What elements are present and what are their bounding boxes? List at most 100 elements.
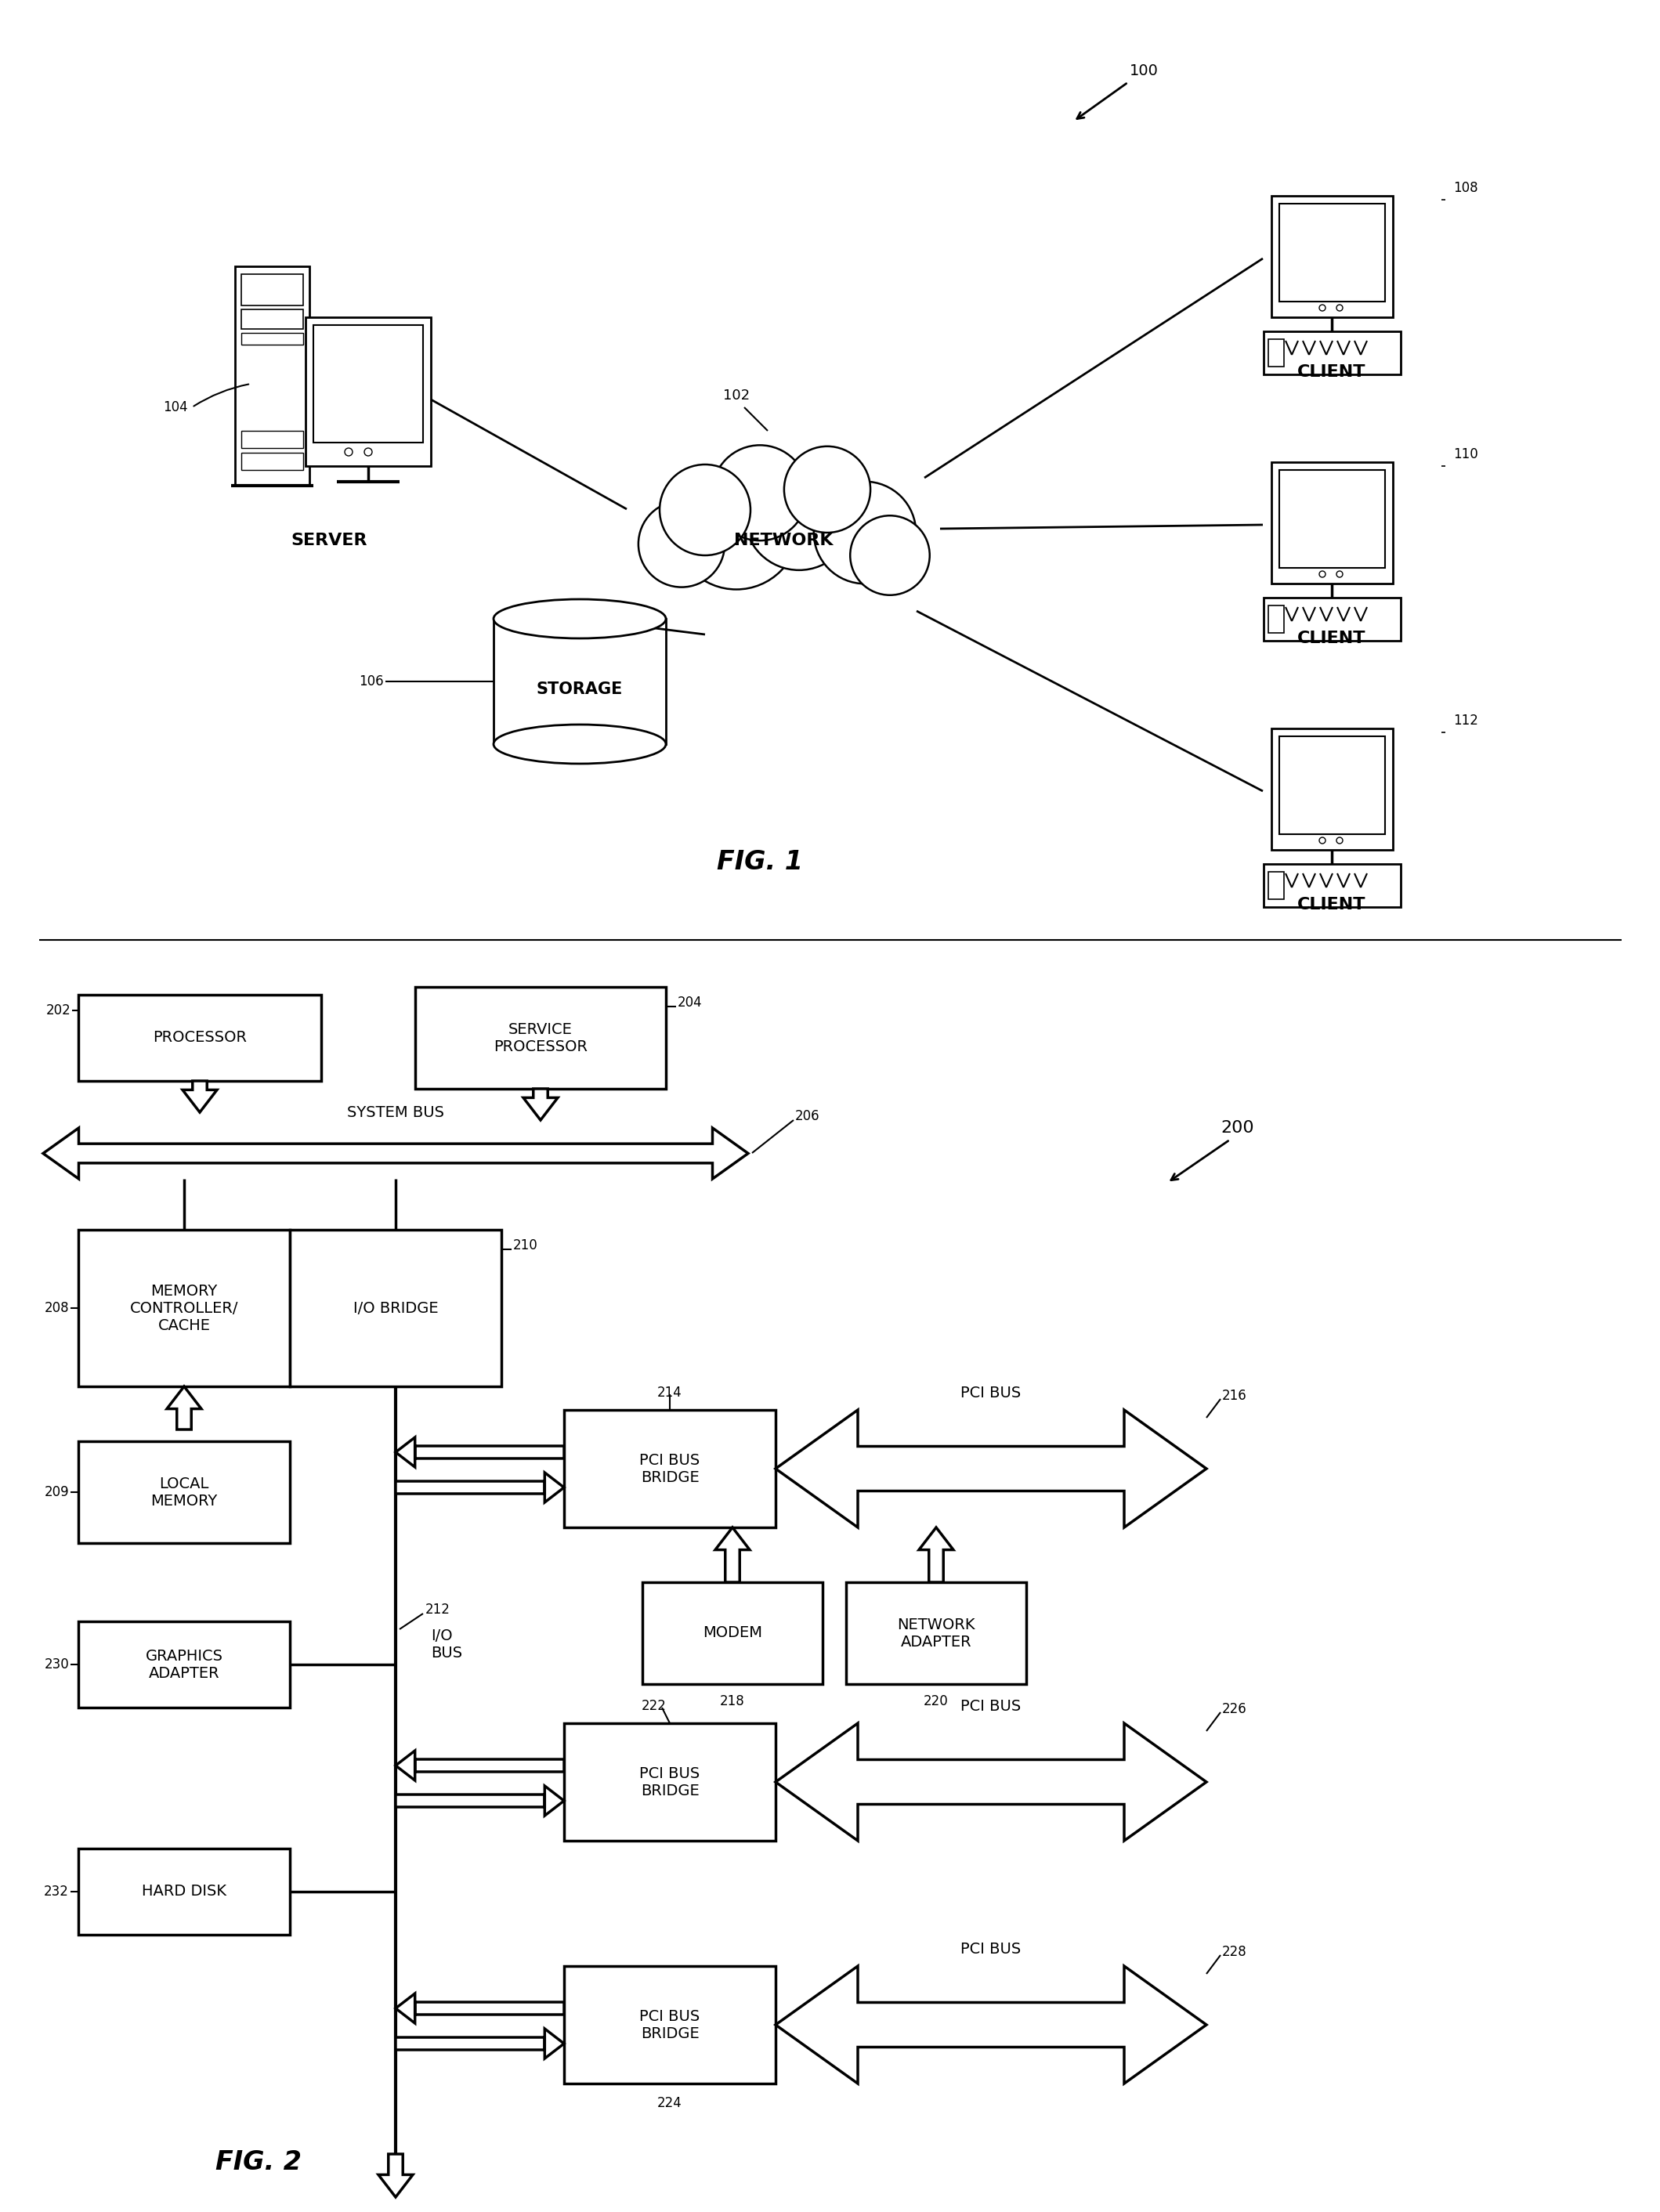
Text: 104: 104 — [163, 400, 188, 414]
Bar — [1263, 332, 1401, 374]
Polygon shape — [775, 1966, 1207, 2084]
Circle shape — [784, 447, 870, 533]
Circle shape — [1336, 305, 1343, 312]
Bar — [1263, 597, 1401, 641]
Ellipse shape — [493, 726, 666, 763]
Bar — [241, 453, 304, 469]
Polygon shape — [523, 1088, 558, 1119]
Polygon shape — [715, 1528, 750, 1582]
Text: SYSTEM BUS: SYSTEM BUS — [347, 1104, 445, 1119]
Bar — [305, 316, 432, 467]
Text: 102: 102 — [724, 389, 750, 403]
Text: 110: 110 — [1452, 447, 1477, 462]
Bar — [493, 619, 666, 743]
Text: 209: 209 — [45, 1484, 70, 1500]
Bar — [314, 325, 423, 442]
Text: CLIENT: CLIENT — [1298, 630, 1366, 646]
Circle shape — [1320, 571, 1325, 577]
Circle shape — [1320, 305, 1325, 312]
Text: PCI BUS: PCI BUS — [961, 1699, 1021, 1714]
Bar — [564, 1966, 775, 2084]
Text: GRAPHICS
ADAPTER: GRAPHICS ADAPTER — [146, 1648, 222, 1681]
Text: NETWORK: NETWORK — [734, 533, 833, 549]
Text: PCI BUS
BRIDGE: PCI BUS BRIDGE — [639, 1765, 701, 1798]
Bar — [564, 1409, 775, 1528]
Bar — [1268, 338, 1283, 367]
Text: NETWORK
ADAPTER: NETWORK ADAPTER — [896, 1617, 974, 1650]
Text: 100: 100 — [1129, 64, 1159, 77]
Polygon shape — [920, 1528, 953, 1582]
Text: 112: 112 — [1452, 714, 1477, 728]
Text: CLIENT: CLIENT — [1298, 365, 1366, 380]
Text: MODEM: MODEM — [702, 1626, 762, 1641]
Polygon shape — [395, 1785, 564, 1816]
Text: PCI BUS
BRIDGE: PCI BUS BRIDGE — [639, 1453, 701, 1484]
Text: FIG. 2: FIG. 2 — [216, 2148, 302, 2174]
Bar — [847, 1582, 1026, 1683]
Text: 232: 232 — [43, 1885, 70, 1898]
Text: HARD DISK: HARD DISK — [141, 1885, 226, 1900]
Bar — [241, 310, 304, 330]
Text: PCI BUS: PCI BUS — [961, 1942, 1021, 1955]
Bar — [1272, 728, 1393, 849]
Polygon shape — [183, 1082, 217, 1113]
Bar — [1268, 872, 1283, 900]
Polygon shape — [395, 1993, 564, 2024]
Text: 202: 202 — [45, 1004, 70, 1018]
Bar — [1280, 469, 1384, 568]
Text: 218: 218 — [720, 1694, 745, 1708]
Text: 200: 200 — [1222, 1119, 1255, 1135]
Bar — [78, 1230, 291, 1387]
Text: SERVER: SERVER — [290, 533, 367, 549]
Text: 206: 206 — [795, 1108, 820, 1124]
Bar — [1263, 865, 1401, 907]
Text: 226: 226 — [1222, 1701, 1247, 1717]
Polygon shape — [395, 1473, 564, 1502]
Text: 204: 204 — [677, 995, 702, 1009]
Text: 108: 108 — [1452, 181, 1477, 195]
Bar — [290, 1230, 501, 1387]
Text: PCI BUS
BRIDGE: PCI BUS BRIDGE — [639, 2008, 701, 2042]
Polygon shape — [43, 1128, 749, 1179]
Polygon shape — [378, 2154, 413, 2197]
Circle shape — [674, 465, 798, 588]
Polygon shape — [168, 1387, 201, 1429]
Text: PROCESSOR: PROCESSOR — [153, 1031, 247, 1046]
Bar — [1280, 737, 1384, 834]
Text: 230: 230 — [45, 1657, 70, 1672]
Bar — [415, 987, 666, 1088]
Ellipse shape — [493, 599, 666, 639]
Polygon shape — [395, 1750, 564, 1781]
Text: 220: 220 — [923, 1694, 948, 1708]
Bar — [1272, 462, 1393, 584]
Text: STORAGE: STORAGE — [536, 681, 622, 697]
Bar — [1280, 204, 1384, 301]
Text: 216: 216 — [1222, 1389, 1247, 1402]
Bar — [78, 1621, 291, 1708]
Circle shape — [364, 449, 372, 456]
Circle shape — [850, 515, 930, 595]
Circle shape — [745, 460, 853, 571]
Bar — [78, 995, 320, 1082]
Text: LOCAL
MEMORY: LOCAL MEMORY — [151, 1475, 217, 1509]
Text: SERVICE
PROCESSOR: SERVICE PROCESSOR — [493, 1022, 588, 1053]
Text: 106: 106 — [359, 675, 383, 688]
Circle shape — [813, 482, 916, 584]
Polygon shape — [395, 1438, 564, 1467]
Circle shape — [1336, 838, 1343, 843]
Circle shape — [345, 449, 352, 456]
Bar — [1272, 197, 1393, 316]
Text: 212: 212 — [425, 1604, 450, 1617]
Text: I/O
BUS: I/O BUS — [432, 1628, 461, 1661]
Polygon shape — [775, 1723, 1207, 1840]
Bar — [241, 332, 304, 345]
Text: FIG. 1: FIG. 1 — [717, 849, 803, 874]
Bar — [241, 431, 304, 449]
Text: 210: 210 — [513, 1239, 538, 1252]
Text: 224: 224 — [657, 2097, 682, 2110]
Polygon shape — [775, 1409, 1207, 1528]
Text: MEMORY
CONTROLLER/
CACHE: MEMORY CONTROLLER/ CACHE — [129, 1283, 239, 1334]
Text: 208: 208 — [45, 1301, 70, 1316]
Circle shape — [1320, 838, 1325, 843]
Bar — [241, 274, 304, 305]
